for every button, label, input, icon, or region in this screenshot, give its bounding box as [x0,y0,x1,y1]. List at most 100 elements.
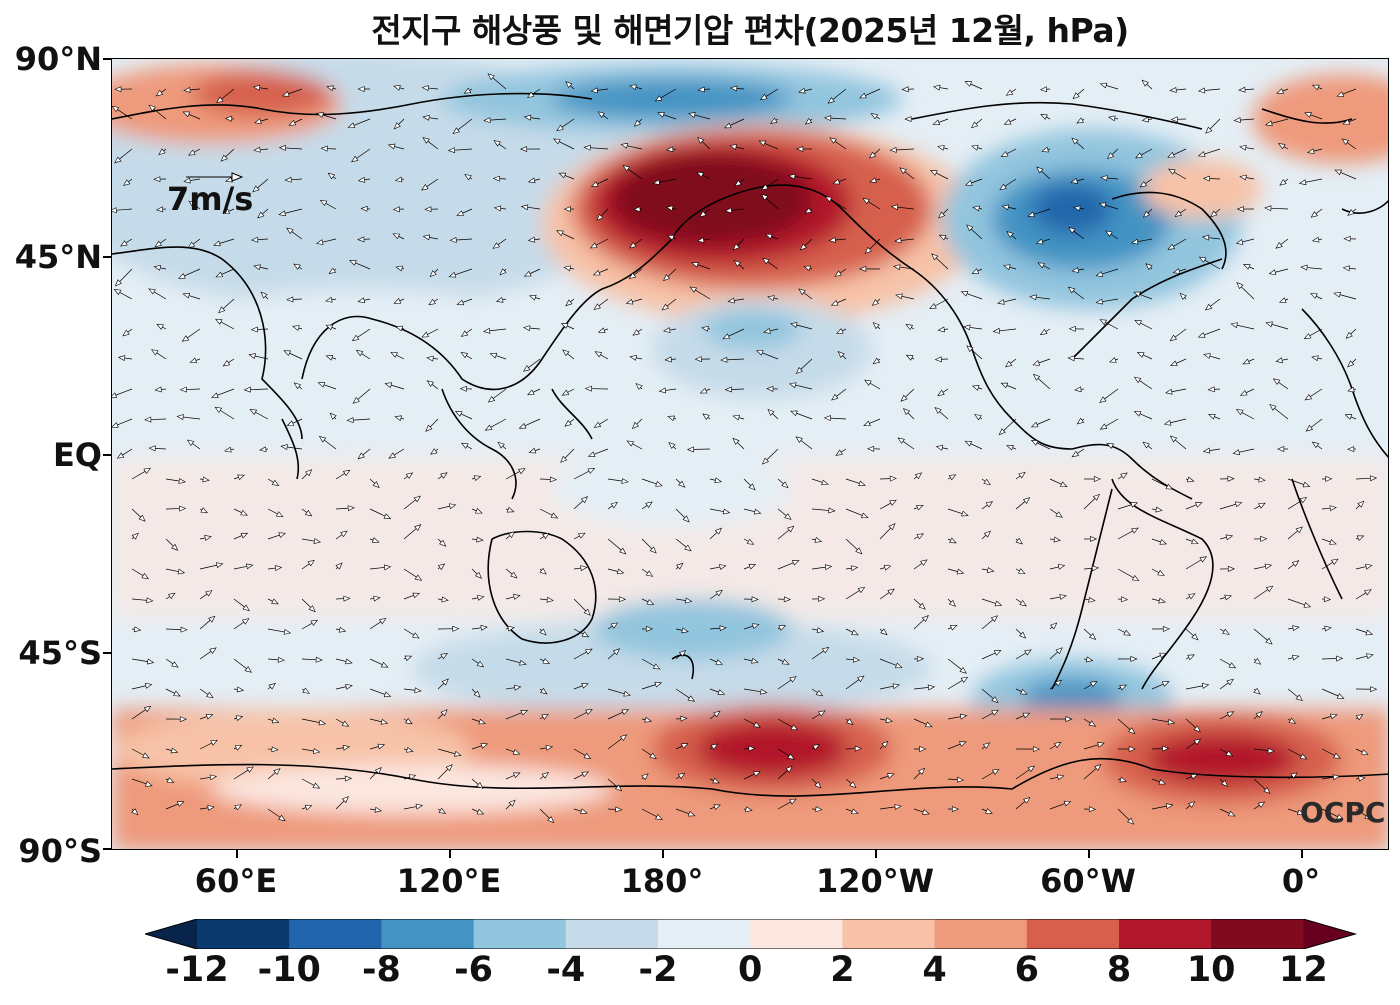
wind-vector-head [1133,291,1141,298]
wind-vector-head [610,622,619,629]
wind-vector-head [1170,116,1178,123]
wind-vector-head [519,659,527,666]
wind-vector-head [429,270,437,278]
wind-vector-head [478,718,486,725]
wind-vector-head [1167,718,1176,725]
wind-vector-head [441,596,449,603]
wind-vector-head [938,211,946,219]
wind-vector-head [789,798,797,805]
wind-vector-head [307,559,315,567]
wind-vector-head [278,532,287,538]
wind-vector-head [550,512,559,519]
wind-vector-head [374,767,382,775]
wind-vector-head [762,257,770,265]
wind-vector-head [824,196,833,203]
wind-vector-head [1133,411,1142,417]
wind-vector-head [1139,181,1148,188]
wind-vector-head [905,324,914,331]
wind-vector-head [870,113,879,120]
wind-vector-head [220,154,228,162]
wind-vector-head [851,629,859,636]
wind-vector-head [887,588,895,596]
wind-vector-head [789,322,798,328]
wind-vector-head [1029,294,1037,301]
wind-vector-head [785,765,793,773]
wind-vector-head [148,104,156,112]
wind-vector-head [341,795,349,804]
wind-vector-head [1006,445,1014,451]
wind-vector-head [421,184,429,191]
wind-vector-head [959,713,968,720]
wind-vector-head [724,386,732,393]
wind-vector-head [713,710,721,718]
wind-vector-head [1202,175,1211,182]
wind-vector-head [1167,151,1175,158]
wind-vector-head [751,623,760,630]
wind-vector-head [751,657,759,664]
wind-vector-head [581,771,590,778]
wind-vector-head [271,746,279,753]
wind-vector-head [542,532,550,540]
wind-vector-head [144,682,153,689]
wind-vector-head [278,210,286,217]
wind-vector-head [625,298,634,305]
wind-vector-head [828,507,836,514]
wind-vector-head [584,385,592,392]
wind-vector-head [252,185,260,193]
wind-vector-head [243,386,251,393]
wind-vector-head [893,264,901,271]
wind-vector-head [1366,653,1374,660]
wind-vector-head [564,420,572,427]
wind-vector-head [448,503,457,510]
wind-vector-head [1186,476,1195,483]
wind-vector-head [456,299,465,306]
wind-vector-head [723,122,732,129]
wind-vector-head [1128,727,1136,735]
wind-vector-head [222,208,231,214]
wind-vector-head [176,801,185,807]
wind-vector-head [278,145,287,151]
wind-vector-head [542,658,551,664]
wind-vector-head [1032,746,1041,753]
wind-vector-head [1253,687,1261,695]
wind-vector-head [1226,711,1235,718]
wind-vector-head [1330,558,1339,565]
colorbar-segment [658,919,751,949]
wind-vector-head [699,210,707,218]
wind-vector-head [406,746,414,753]
wind-vector-head [241,618,250,625]
wind-vector-head [168,592,176,600]
wind-vector-head [492,242,500,249]
wind-vector-head [563,206,571,212]
wind-vector-head [343,595,351,602]
wind-vector-head [1158,778,1167,785]
wind-vector-head [904,116,912,122]
wind-vector-head [1220,779,1229,787]
wind-vector-head [560,455,568,463]
wind-vector-head [1208,414,1216,420]
colorbar-extend-low [145,919,197,949]
wind-vector-head [1155,506,1163,513]
wind-vector-head [1020,688,1028,695]
wind-vector-head [589,242,598,249]
wind-vector-head [484,424,493,431]
wind-vector-head [404,655,413,662]
wind-vector-head [1063,800,1072,807]
wind-vector-head [393,85,401,91]
wind-vector-head [702,413,710,420]
wind-vector-head [885,717,894,724]
wind-vector-head [1227,475,1235,482]
wind-vector-head [997,298,1005,305]
wind-vector-head [590,181,599,187]
wind-vector-head [1162,745,1170,752]
wind-vector-head [1279,179,1287,186]
wind-vector-head [1056,774,1065,781]
wind-vector-head [1005,89,1014,96]
wind-vector-head [131,532,139,540]
wind-vector-head [1000,151,1009,157]
wind-vector-head [200,507,209,514]
wind-vector-head [413,495,422,503]
wind-vector-head [1329,505,1337,512]
wind-vector-head [1242,358,1251,365]
wind-vector-head [655,813,663,820]
